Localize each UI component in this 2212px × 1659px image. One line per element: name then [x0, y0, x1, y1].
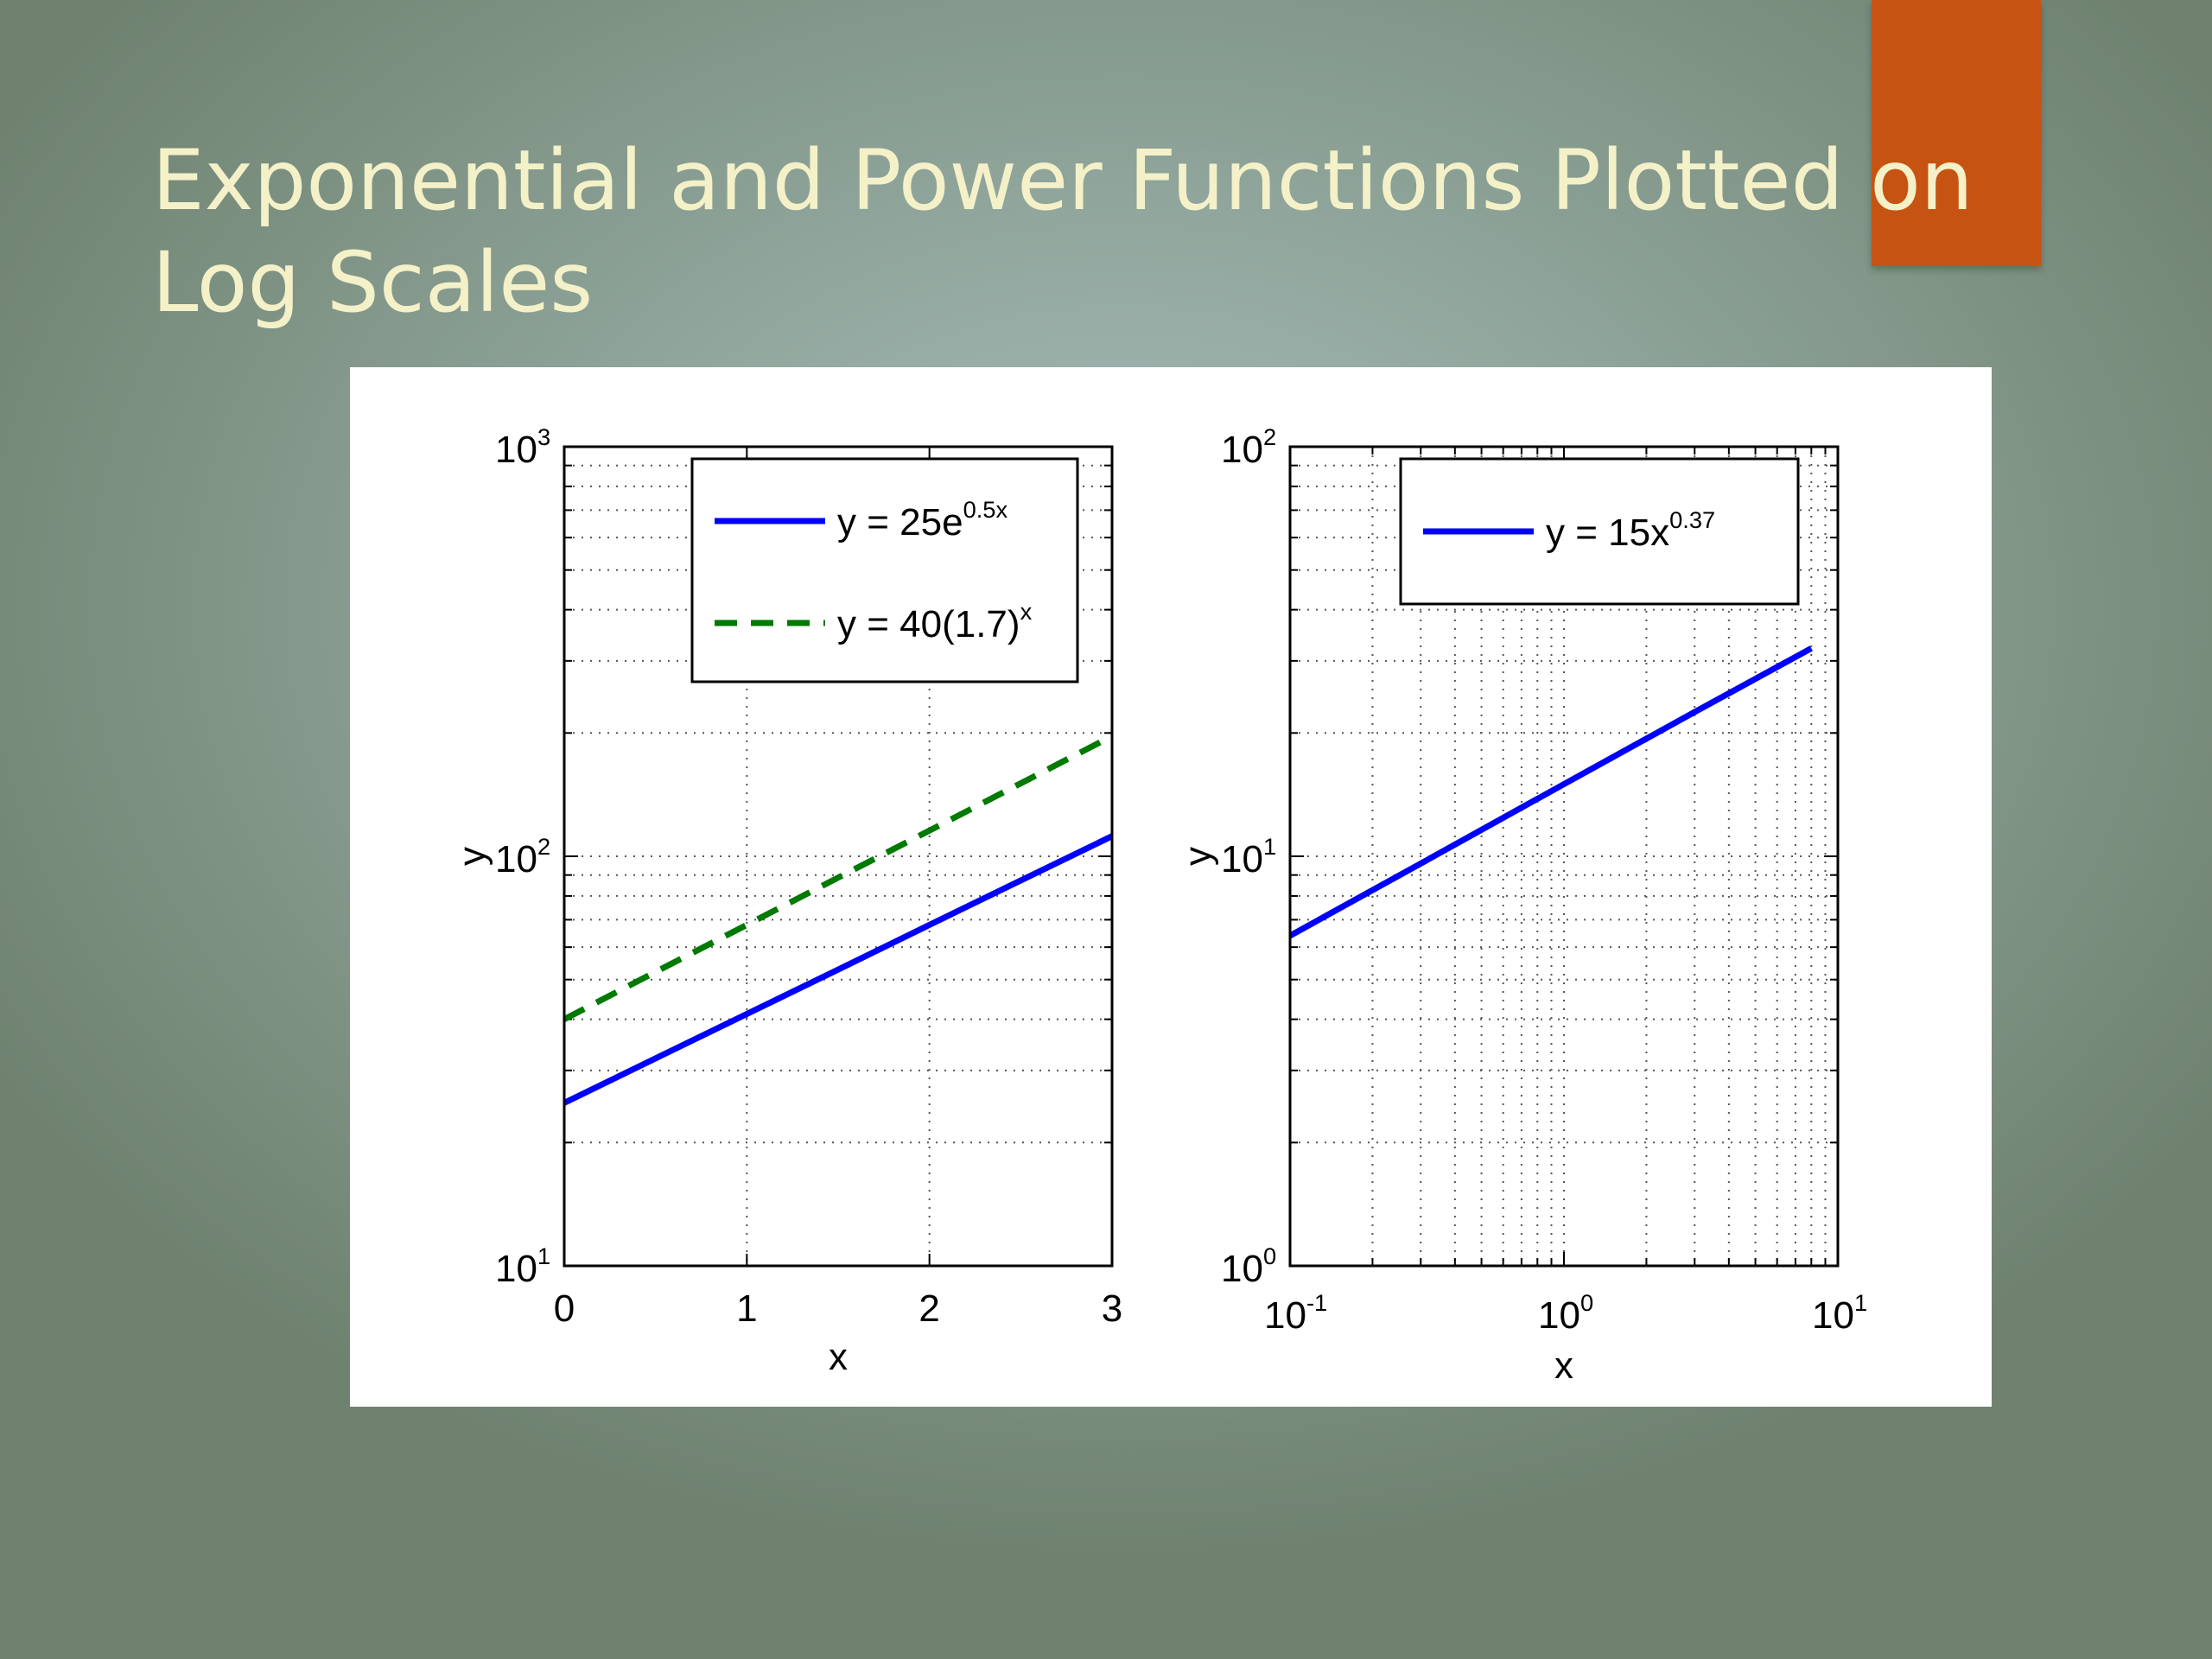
x-tick-label: 3: [1102, 1287, 1122, 1330]
y-tick-label: 100: [1221, 1243, 1276, 1290]
legend-label-1: y = 25e0.5x: [837, 496, 1007, 543]
x-tick-label-base: 10: [1264, 1294, 1306, 1337]
x-tick-label: 0: [554, 1287, 575, 1330]
y-tick-label-base: 10: [1221, 838, 1263, 880]
y-tick-label-exponent: 2: [1263, 423, 1276, 450]
legend-label-1-exponent: 0.37: [1669, 506, 1715, 533]
y-tick-label-exponent: 0: [1263, 1243, 1276, 1269]
legend-label-1-base: y = 25e: [837, 501, 963, 543]
axes-box: [563, 445, 1114, 1268]
legend-label-1: y = 15x0.37: [1546, 506, 1715, 554]
legend-label-2-base: y = 40(1.7): [837, 603, 1020, 645]
y-tick-label-exponent: 1: [1263, 833, 1276, 860]
x-tick-label-exponent: 0: [1580, 1289, 1593, 1316]
series-line-1: [563, 833, 1114, 1106]
legend: y = 15x0.37: [1399, 457, 1800, 606]
slide-title: Exponential and Power Functions Plotted …: [152, 130, 2139, 334]
axes-box: [1288, 445, 1840, 1268]
y-tick-label-exponent: 3: [537, 423, 550, 450]
legend-label-2-exponent: x: [1020, 598, 1033, 625]
y-tick-label-base: 10: [1221, 1248, 1263, 1290]
figure-panel: 101 102 103 0 1 2 3 x y y = 25e0.5x y = 40(1.7)x 10…: [350, 367, 1992, 1407]
x-tick-label-exponent: 1: [1854, 1289, 1867, 1316]
x-tick-label: 10-1: [1264, 1289, 1327, 1337]
series-line-1: [1288, 645, 1813, 938]
y-tick-label-base: 10: [1221, 429, 1263, 471]
x-tick-label: 1: [736, 1287, 757, 1330]
legend-label-2: y = 40(1.7)x: [837, 598, 1033, 645]
legend-label-1-base: y = 15x: [1546, 512, 1669, 554]
title-line1-part-b: on: [1870, 132, 1974, 229]
title-line1-part-a: Exponential and Power Functions Plotted: [152, 132, 1871, 229]
x-axis-label: x: [1554, 1344, 1573, 1387]
x-tick-label-base: 10: [1538, 1294, 1580, 1337]
y-tick-label: 101: [495, 1243, 550, 1290]
x-tick-label: 101: [1812, 1289, 1867, 1337]
legend-label-1-exponent: 0.5x: [963, 496, 1008, 523]
y-tick-label: 102: [495, 833, 550, 880]
y-tick-label-exponent: 2: [537, 833, 550, 860]
x-tick-label-exponent: -1: [1306, 1289, 1327, 1316]
y-axis-label: y: [1177, 847, 1219, 866]
x-tick-label-base: 10: [1812, 1294, 1854, 1337]
legend: y = 25e0.5x y = 40(1.7)x: [690, 457, 1079, 683]
x-axis-label: x: [829, 1336, 848, 1378]
series-line-2: [563, 733, 1114, 1022]
legend-box: [690, 457, 1079, 683]
y-tick-label: 103: [495, 423, 550, 471]
title-line2: Log Scales: [152, 234, 594, 331]
y-tick-label: 102: [1221, 423, 1276, 471]
y-tick-label: 101: [1221, 833, 1276, 880]
y-tick-label-base: 10: [495, 838, 537, 880]
accent-block: [1872, 0, 2041, 266]
y-tick-label-base: 10: [495, 429, 537, 471]
y-tick-label-base: 10: [495, 1248, 537, 1290]
y-axis-label: y: [451, 847, 493, 866]
x-tick-label: 2: [918, 1287, 939, 1330]
y-tick-label-exponent: 1: [537, 1243, 550, 1269]
x-tick-label: 100: [1538, 1289, 1593, 1337]
